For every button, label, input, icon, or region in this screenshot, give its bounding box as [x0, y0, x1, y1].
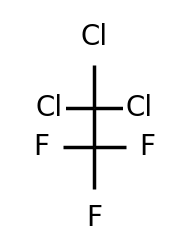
Text: Cl: Cl	[36, 94, 63, 122]
Text: Cl: Cl	[126, 94, 153, 122]
Text: F: F	[86, 204, 102, 232]
Text: F: F	[33, 133, 49, 161]
Text: Cl: Cl	[81, 23, 108, 51]
Text: F: F	[139, 133, 155, 161]
